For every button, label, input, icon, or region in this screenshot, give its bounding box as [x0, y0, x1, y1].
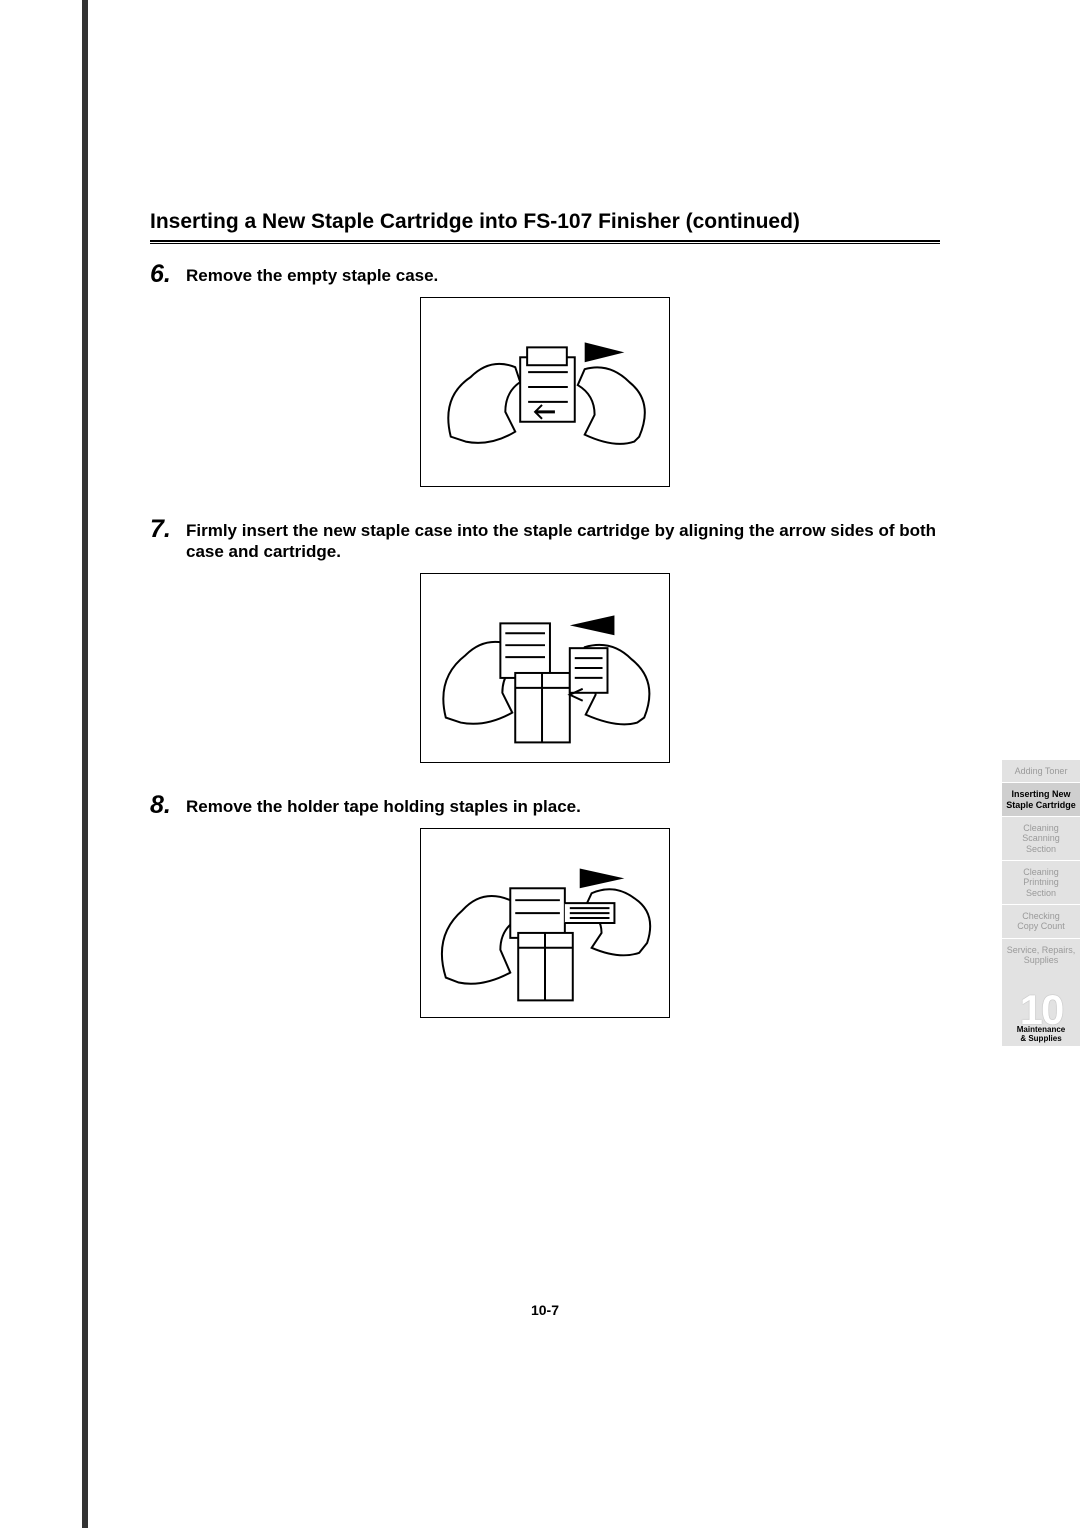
- tab-label: Service, Repairs,Supplies: [1007, 945, 1076, 965]
- step-6: 6. Remove the empty staple case.: [150, 262, 940, 287]
- title-underline: [150, 240, 940, 244]
- figure-6: [420, 297, 670, 487]
- step-text: Remove the empty staple case.: [186, 262, 438, 286]
- tab-label: CleaningScanningSection: [1022, 823, 1060, 854]
- illustration-remove-case-icon: [421, 297, 669, 487]
- tab-adding-toner[interactable]: Adding Toner: [1002, 760, 1080, 783]
- page-number: 10-7: [150, 1302, 940, 1318]
- page-content: Inserting a New Staple Cartridge into FS…: [150, 210, 940, 1048]
- step-number: 8.: [150, 793, 186, 818]
- chapter-label-line1: Maintenance: [1017, 1025, 1065, 1034]
- illustration-remove-tape-icon: [421, 828, 669, 1018]
- step-number: 7.: [150, 517, 186, 542]
- step-text: Remove the holder tape holding staples i…: [186, 793, 581, 817]
- step-8: 8. Remove the holder tape holding staple…: [150, 793, 940, 818]
- tab-label: CleaningPrintningSection: [1023, 867, 1059, 898]
- manual-page: Inserting a New Staple Cartridge into FS…: [0, 0, 1080, 1528]
- figure-wrap-7: [150, 573, 940, 763]
- tab-inserting-staple[interactable]: Inserting NewStaple Cartridge: [1002, 783, 1080, 817]
- tab-checking-copy-count[interactable]: CheckingCopy Count: [1002, 905, 1080, 939]
- tab-label: CheckingCopy Count: [1017, 911, 1065, 931]
- step-number: 6.: [150, 262, 186, 287]
- figure-wrap-6: [150, 297, 940, 487]
- figure-7: [420, 573, 670, 763]
- tab-cleaning-scanning[interactable]: CleaningScanningSection: [1002, 817, 1080, 861]
- tab-label: Adding Toner: [1015, 766, 1068, 776]
- chapter-label: Maintenance & Supplies: [1017, 1026, 1065, 1044]
- binding-spine: [82, 0, 88, 1528]
- figure-8: [420, 828, 670, 1018]
- figure-wrap-8: [150, 828, 940, 1018]
- tab-label: Inserting NewStaple Cartridge: [1006, 789, 1076, 809]
- section-title: Inserting a New Staple Cartridge into FS…: [150, 210, 940, 234]
- chapter-indicator: 10 Maintenance & Supplies: [1002, 968, 1080, 1046]
- chapter-label-line2: & Supplies: [1020, 1034, 1061, 1043]
- section-tabs: Adding Toner Inserting NewStaple Cartrid…: [1002, 760, 1080, 972]
- step-text: Firmly insert the new staple case into t…: [186, 517, 940, 563]
- chapter-number: 10: [1020, 991, 1063, 1029]
- illustration-insert-case-icon: [421, 573, 669, 763]
- step-7: 7. Firmly insert the new staple case int…: [150, 517, 940, 563]
- tab-cleaning-printing[interactable]: CleaningPrintningSection: [1002, 861, 1080, 905]
